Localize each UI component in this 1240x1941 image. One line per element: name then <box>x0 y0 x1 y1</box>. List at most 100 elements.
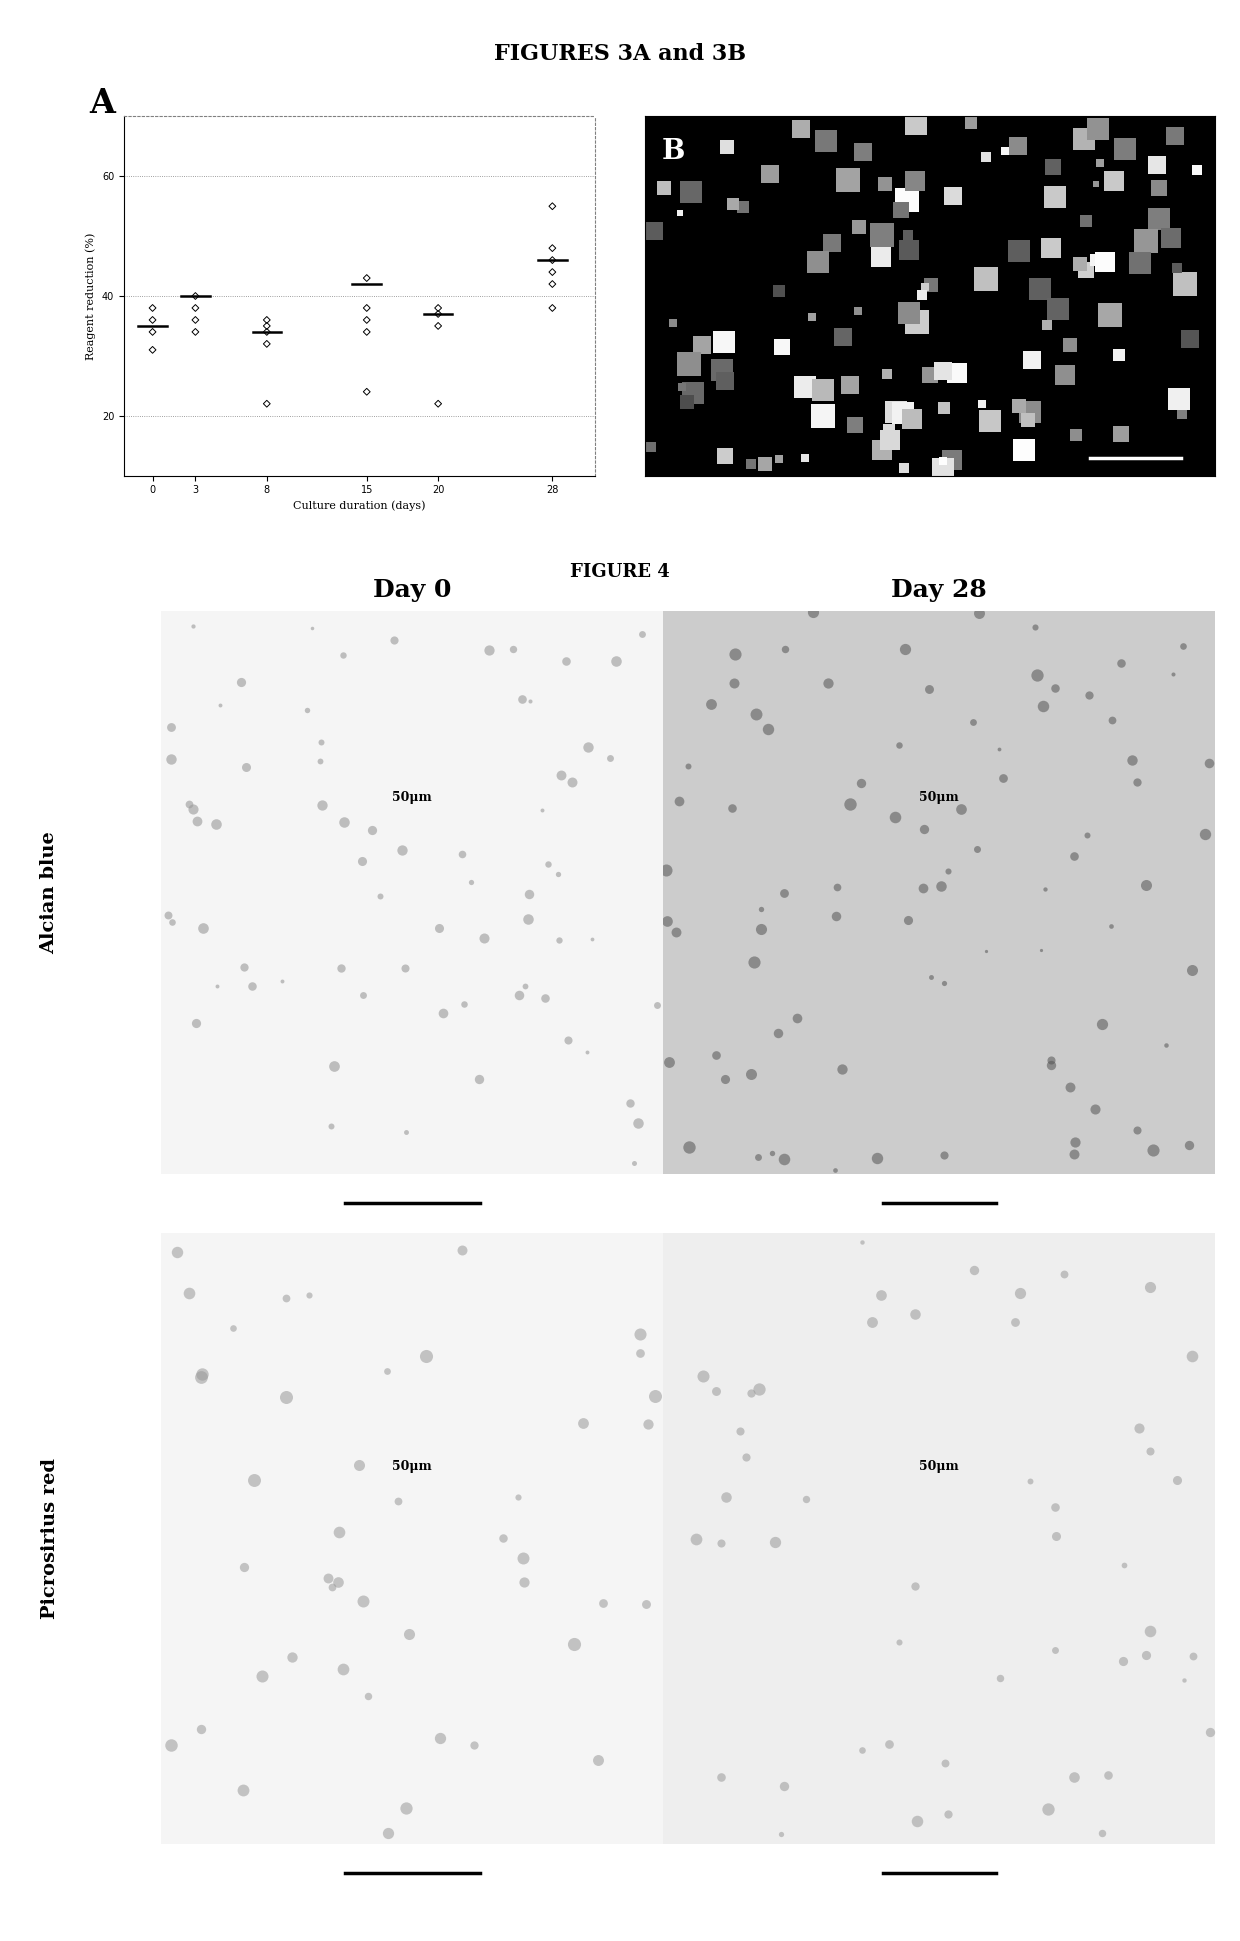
Point <box>352 1586 372 1617</box>
Point <box>334 1654 353 1685</box>
Point <box>898 219 918 250</box>
Point <box>832 322 852 353</box>
Point <box>931 872 951 903</box>
Point <box>852 1735 872 1766</box>
Point <box>210 689 229 720</box>
Point <box>671 198 691 229</box>
Point <box>1148 173 1168 204</box>
Point <box>187 806 207 837</box>
Point <box>321 1110 341 1141</box>
Point <box>252 1660 272 1691</box>
Point <box>1044 674 1064 705</box>
Point <box>802 596 822 627</box>
Point <box>758 714 777 745</box>
Point <box>765 1528 785 1559</box>
Point <box>257 311 277 342</box>
Point <box>735 1442 755 1473</box>
Point <box>905 1570 925 1601</box>
Point <box>348 1450 368 1481</box>
Point <box>244 1464 264 1495</box>
Point <box>161 1729 181 1760</box>
Point <box>536 982 556 1013</box>
Point <box>1086 169 1106 200</box>
Point <box>1090 148 1110 179</box>
Point <box>552 759 572 790</box>
Point <box>712 1528 732 1559</box>
Point <box>388 1485 408 1516</box>
Point <box>733 192 753 223</box>
Point <box>233 1774 253 1805</box>
Point <box>1167 1464 1187 1495</box>
Point <box>1086 245 1106 276</box>
Point <box>838 165 858 196</box>
Point <box>362 815 382 846</box>
Point <box>510 980 529 1011</box>
Point <box>1064 1139 1084 1170</box>
Point <box>899 297 919 328</box>
Point <box>542 233 562 264</box>
Point <box>1136 1640 1156 1671</box>
Point <box>184 611 203 642</box>
Point <box>976 142 996 173</box>
Point <box>976 262 996 293</box>
Text: Picrosirius red: Picrosirius red <box>41 1458 58 1619</box>
Point <box>939 856 959 887</box>
Point <box>692 330 712 361</box>
Point <box>1200 1716 1220 1747</box>
Point <box>564 1628 584 1660</box>
Text: FIGURE 4: FIGURE 4 <box>570 563 670 580</box>
Point <box>515 1566 534 1597</box>
Point <box>1065 1126 1085 1157</box>
Point <box>1018 406 1038 437</box>
Point <box>1182 1341 1202 1372</box>
Point <box>186 316 206 347</box>
Point <box>939 1799 959 1830</box>
Point <box>636 1590 656 1621</box>
Point <box>223 1312 243 1343</box>
Point <box>875 169 895 200</box>
Point <box>434 998 454 1029</box>
Point <box>275 1283 295 1314</box>
Point <box>494 1522 513 1553</box>
Point <box>707 1038 727 1069</box>
Point <box>1076 254 1096 285</box>
Point <box>848 295 868 326</box>
Point <box>1172 398 1192 429</box>
Point <box>428 299 448 330</box>
Point <box>161 906 181 938</box>
Point <box>600 741 620 773</box>
Point <box>645 1380 665 1411</box>
Text: A: A <box>89 87 115 120</box>
Point <box>686 1524 706 1555</box>
Point <box>730 1415 750 1446</box>
Text: 50μm: 50μm <box>919 790 960 804</box>
Point <box>870 1279 890 1310</box>
Point <box>1037 309 1056 340</box>
Point <box>417 1341 436 1372</box>
Point <box>723 792 743 823</box>
Point <box>934 967 954 998</box>
Point <box>1102 705 1122 736</box>
Point <box>693 1361 713 1392</box>
Point <box>428 311 448 342</box>
Text: Day 28: Day 28 <box>892 578 987 602</box>
Point <box>827 872 847 903</box>
Point <box>751 914 771 945</box>
Point <box>1149 204 1169 235</box>
Point <box>1065 419 1085 450</box>
Point <box>976 936 996 967</box>
Point <box>538 848 558 879</box>
Point <box>191 1363 211 1394</box>
Point <box>1004 1306 1024 1337</box>
Point <box>683 378 703 410</box>
Point <box>906 1805 926 1836</box>
Point <box>639 1409 658 1440</box>
Point <box>915 813 935 844</box>
Point <box>755 448 775 479</box>
Point <box>1140 1271 1159 1302</box>
Point <box>1199 747 1219 778</box>
Point <box>234 951 254 982</box>
Point <box>647 990 667 1021</box>
Point <box>715 1481 735 1512</box>
Point <box>1142 1134 1162 1165</box>
